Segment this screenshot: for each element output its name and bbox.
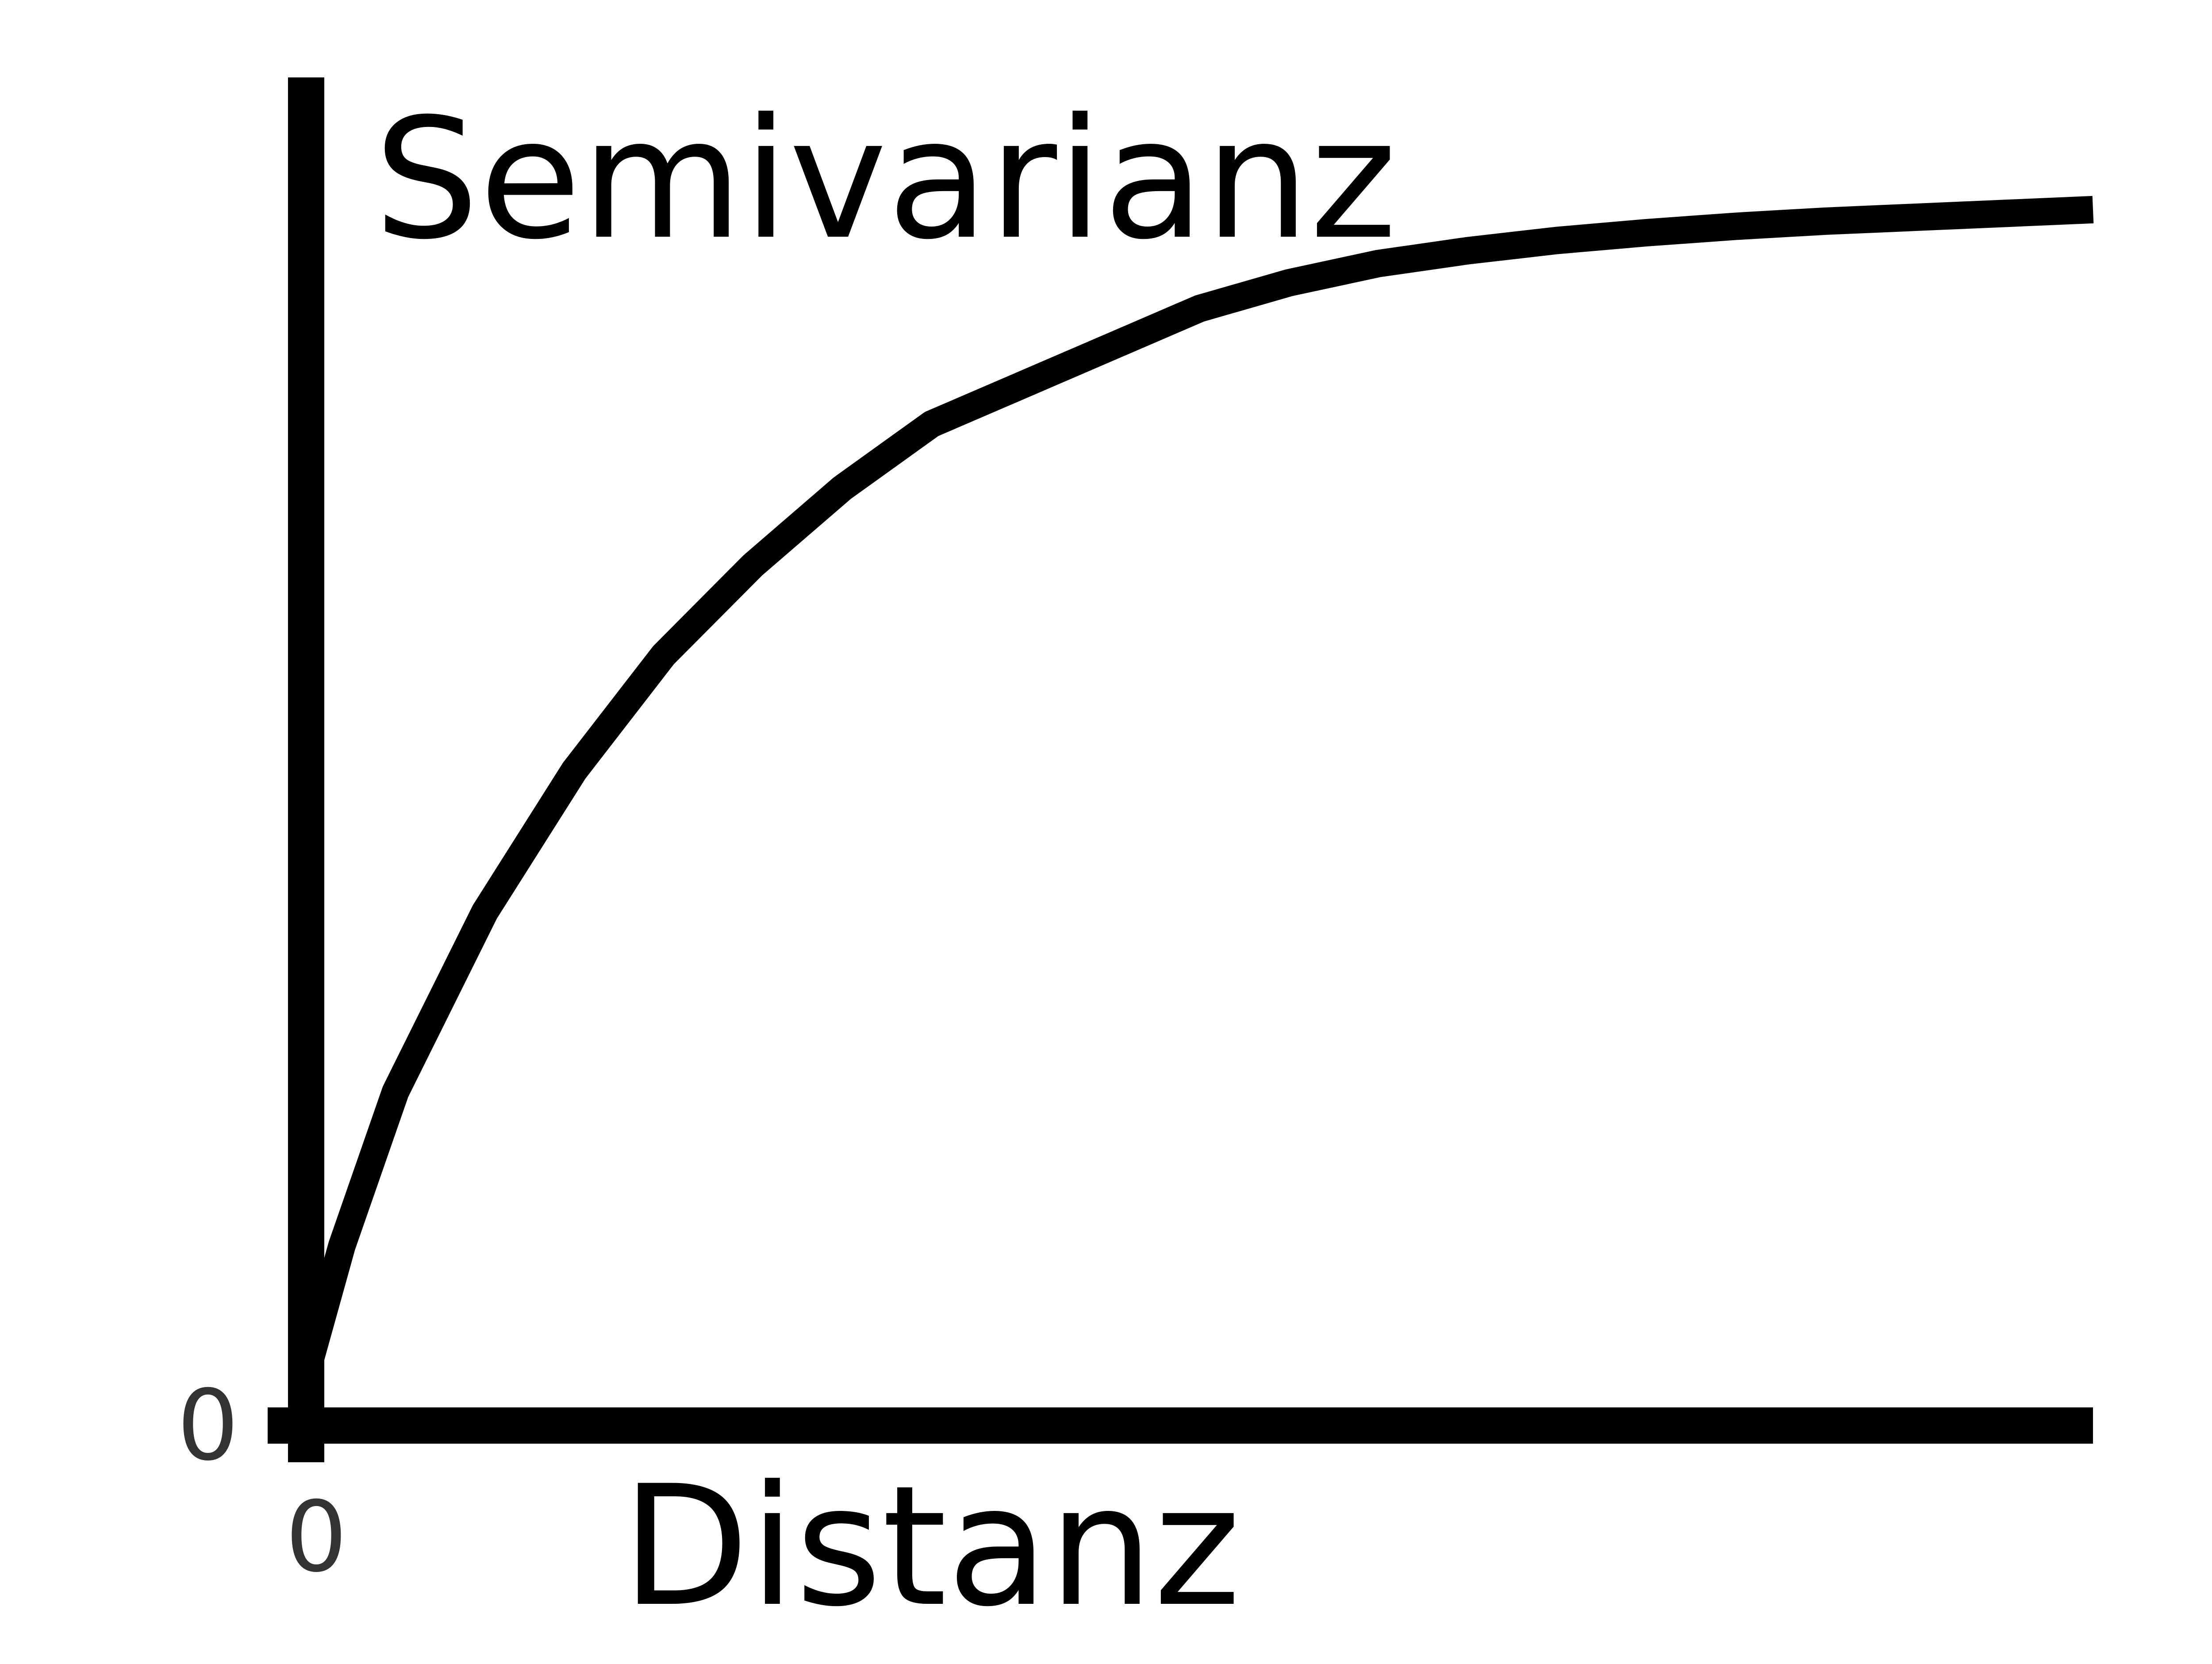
y-axis-title: Semivarianz (374, 83, 1397, 276)
curve-layer (293, 196, 2094, 1378)
x-axis-title: Distanz (622, 1450, 1241, 1643)
semivariance-curve-0 (293, 196, 2094, 1378)
y-tick-label-0: 0 (177, 1369, 239, 1482)
x-tick-label-0: 0 (285, 1480, 347, 1594)
